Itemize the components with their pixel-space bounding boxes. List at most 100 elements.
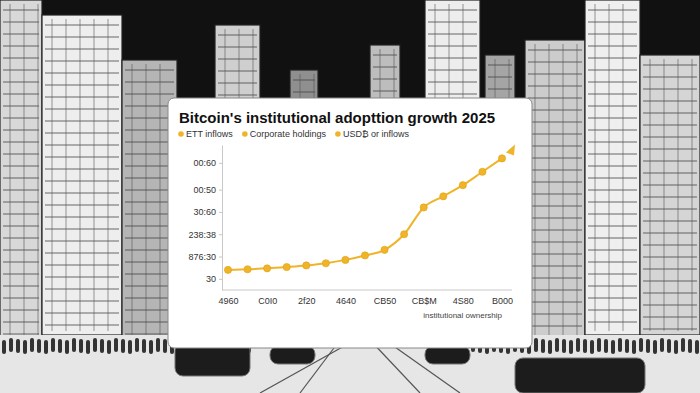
building-window-line xyxy=(125,118,174,119)
building xyxy=(0,0,42,340)
y-tick-label: 30 xyxy=(206,274,216,284)
building-window-line xyxy=(3,238,39,239)
pedestrian xyxy=(646,339,650,353)
y-tick-label: 238:38 xyxy=(188,230,216,240)
legend-label: USD₿ or inflows xyxy=(343,129,410,139)
pedestrian xyxy=(590,340,594,354)
building-window-line xyxy=(3,298,39,299)
building-window-line xyxy=(3,22,39,23)
pedestrian xyxy=(156,338,160,352)
building-window-line xyxy=(132,64,133,336)
pedestrian xyxy=(121,339,125,353)
x-tick: C0I0 xyxy=(258,290,277,306)
building-window-line xyxy=(218,47,257,48)
building-window-line xyxy=(528,110,582,111)
y-axis: 30876:30238:3830:6000:5000:60 xyxy=(188,146,222,291)
car xyxy=(515,358,645,393)
pedestrian xyxy=(142,339,146,353)
building-window-line xyxy=(125,202,174,203)
y-tick: 876:30 xyxy=(188,252,222,262)
building-window-line xyxy=(643,293,697,294)
building-window-line xyxy=(125,166,174,167)
building-window-line xyxy=(3,94,39,95)
building-window-line xyxy=(3,202,39,203)
building-window-line xyxy=(66,19,67,331)
car xyxy=(270,346,315,364)
chart-card: Bitcoin's institutional adopttion growth… xyxy=(168,98,532,348)
background xyxy=(0,0,700,393)
x-axis-title: institutional ownership xyxy=(423,311,502,320)
building-window-line xyxy=(650,59,651,331)
pedestrian xyxy=(128,340,132,354)
building-window-line xyxy=(3,214,39,215)
building xyxy=(525,40,585,340)
y-tick: 00:50 xyxy=(193,185,222,195)
building-window-line xyxy=(588,106,637,107)
y-tick-mark xyxy=(219,190,222,191)
building-window-line xyxy=(528,206,582,207)
legend-label: Corporate holdings xyxy=(250,129,327,139)
pedestrian xyxy=(611,340,615,354)
building-window-line xyxy=(80,19,81,331)
building-window-line xyxy=(218,83,257,84)
building-window-line xyxy=(528,170,582,171)
y-tick-label: 00:50 xyxy=(193,185,216,195)
pedestrian xyxy=(2,340,6,354)
building-window-line xyxy=(435,4,436,106)
building-window-line xyxy=(125,178,174,179)
building-window-line xyxy=(528,194,582,195)
building-window-line xyxy=(643,317,697,318)
chart-svg: Bitcoin's institutional adopttion growth… xyxy=(0,0,700,393)
data-point xyxy=(283,263,290,270)
building-window-line xyxy=(94,19,95,331)
building-window-line xyxy=(373,79,397,80)
building-window-line xyxy=(643,209,697,210)
data-point xyxy=(244,266,251,273)
building-window-line xyxy=(588,262,637,263)
building-window-line xyxy=(3,166,39,167)
building-window-line xyxy=(428,46,477,47)
building-window-line xyxy=(643,161,697,162)
building-window-line xyxy=(218,95,257,96)
building-window-line xyxy=(3,322,39,323)
building-window-line xyxy=(125,310,174,311)
building-window-line xyxy=(643,77,697,78)
pedestrian xyxy=(44,340,48,354)
building-window-line xyxy=(588,298,637,299)
building-window-line xyxy=(218,59,257,60)
x-tick-label: 4640 xyxy=(336,296,356,306)
building-window-line xyxy=(588,82,637,83)
building-window-line xyxy=(528,218,582,219)
pedestrian xyxy=(135,338,139,352)
x-tick: 4640 xyxy=(336,290,356,306)
y-tick-mark xyxy=(219,279,222,280)
pedestrian xyxy=(555,338,559,352)
building-window-line xyxy=(588,166,637,167)
pedestrian xyxy=(534,338,538,352)
y-tick: 30 xyxy=(206,274,222,284)
building-window-line xyxy=(588,34,637,35)
building-window-line xyxy=(528,62,582,63)
building-window-line xyxy=(125,322,174,323)
building-window-line xyxy=(38,4,39,336)
x-axis-line xyxy=(222,290,512,291)
building-window-line xyxy=(643,221,697,222)
data-point xyxy=(322,260,329,267)
building-window-line xyxy=(528,182,582,183)
building-window-line xyxy=(588,22,637,23)
building-window-line xyxy=(588,142,637,143)
building-window-line xyxy=(428,22,477,23)
pedestrian xyxy=(562,339,566,353)
building-window-line xyxy=(643,137,697,138)
y-tick: 238:38 xyxy=(188,230,222,240)
building-window-line xyxy=(373,91,397,92)
building-window-line xyxy=(692,59,693,331)
building-window-line xyxy=(643,305,697,306)
building-window-line xyxy=(3,130,39,131)
pedestrian xyxy=(86,340,90,354)
building-window-line xyxy=(373,67,397,68)
building-window-line xyxy=(528,74,582,75)
building-window-line xyxy=(643,89,697,90)
building-window-line xyxy=(563,44,564,336)
pedestrian xyxy=(23,340,27,354)
